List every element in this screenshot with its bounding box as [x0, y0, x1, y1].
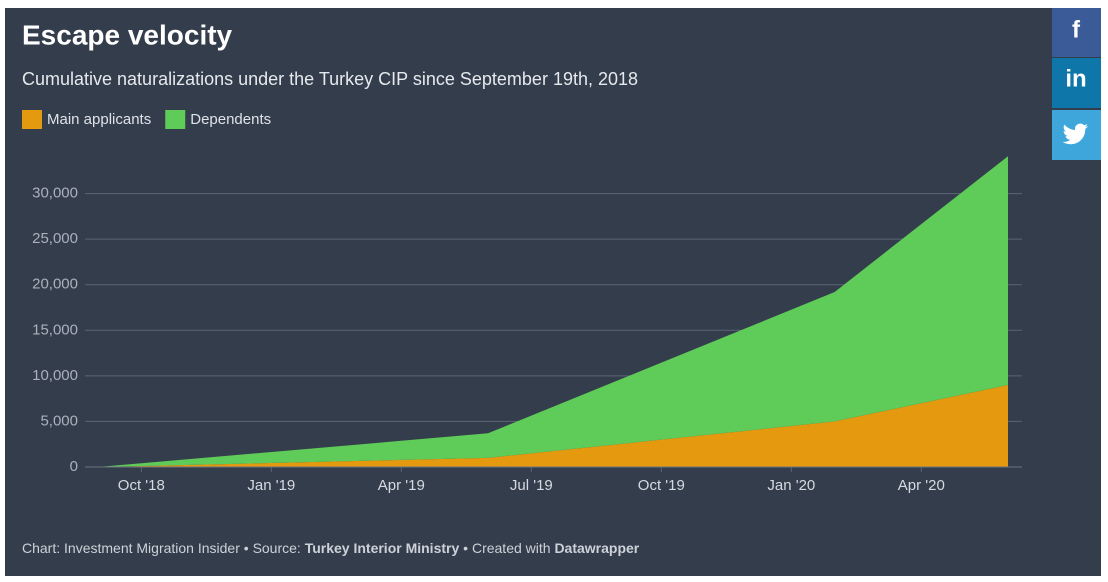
y-tick-label: 15,000 — [32, 321, 78, 338]
footer-chart: Chart: Investment Migration Insider — [22, 540, 240, 556]
y-tick-label: 30,000 — [32, 185, 78, 202]
share-button[interactable] — [1052, 58, 1101, 108]
x-tick-label: Oct '18 — [118, 477, 165, 494]
footer-separator: • — [244, 540, 249, 556]
share-twitter[interactable] — [1052, 110, 1101, 160]
share-icon — [1062, 123, 1088, 145]
footer: Chart: Investment Migration Insider • So… — [22, 540, 640, 556]
legend-swatch — [22, 110, 42, 129]
legend: Main applicants Dependents — [22, 110, 271, 129]
legend-label: Main applicants — [47, 111, 151, 128]
x-tick-label: Oct '19 — [638, 477, 685, 494]
y-tick-label: 25,000 — [32, 230, 78, 247]
x-tick-label: Jan '20 — [767, 477, 815, 494]
legend-label: Dependents — [190, 111, 271, 128]
x-tick-label: Jul '19 — [510, 477, 553, 494]
share-icon: f — [1072, 16, 1081, 43]
footer-source-label: Source: — [253, 540, 301, 556]
x-tick-label: Apr '20 — [898, 477, 945, 494]
footer-tool: Datawrapper — [554, 540, 639, 556]
chart-subtitle: Cumulative naturalizations under the Tur… — [22, 69, 638, 89]
area — [98, 384, 1008, 467]
x-tick-label: Jan '19 — [247, 477, 295, 494]
chart-title: Escape velocity — [22, 19, 233, 50]
share-button[interactable] — [1052, 8, 1101, 57]
y-tick-label: 20,000 — [32, 276, 78, 293]
x-tick-label: Apr '19 — [378, 477, 425, 494]
share-facebook[interactable]: f — [1052, 8, 1101, 57]
plot: 0 5,000 10,000 15,000 20,000 25,000 30,000 Oct … — [32, 156, 1022, 494]
footer-created-label: Created with — [472, 540, 551, 556]
share-icon: in — [1065, 65, 1086, 92]
y-tick-label: 10,000 — [32, 367, 78, 384]
footer-source: Turkey Interior Ministry — [305, 540, 460, 556]
legend-swatch — [165, 110, 186, 129]
y-tick-label: 5,000 — [40, 412, 78, 429]
area — [98, 156, 1008, 467]
share-linkedin[interactable]: in — [1052, 58, 1101, 108]
footer-separator: • — [463, 540, 468, 556]
y-tick-label: 0 — [70, 458, 78, 475]
